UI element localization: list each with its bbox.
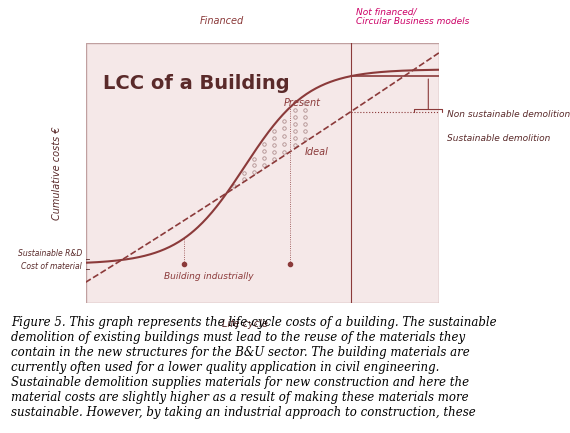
- Text: Ideal: Ideal: [304, 147, 328, 157]
- Text: Present: Present: [283, 98, 320, 108]
- Text: Cost of material: Cost of material: [21, 262, 82, 271]
- Text: Not financed/
Circular Business models: Not financed/ Circular Business models: [356, 7, 469, 26]
- Text: Life cycle: Life cycle: [222, 319, 267, 329]
- Text: Financed: Financed: [200, 16, 244, 26]
- Text: Non sustainable demolition: Non sustainable demolition: [447, 110, 570, 119]
- Text: LCC of a Building: LCC of a Building: [103, 74, 290, 94]
- Text: Sustainable demolition: Sustainable demolition: [447, 134, 551, 143]
- Text: Sustainable R&D: Sustainable R&D: [18, 249, 82, 258]
- Text: Building industrially: Building industrially: [164, 272, 254, 281]
- Text: Cumulative costs €: Cumulative costs €: [52, 126, 62, 220]
- FancyBboxPatch shape: [86, 43, 439, 303]
- Text: Figure 5. This graph represents the life-cycle costs of a building. The sustaina: Figure 5. This graph represents the life…: [11, 316, 497, 419]
